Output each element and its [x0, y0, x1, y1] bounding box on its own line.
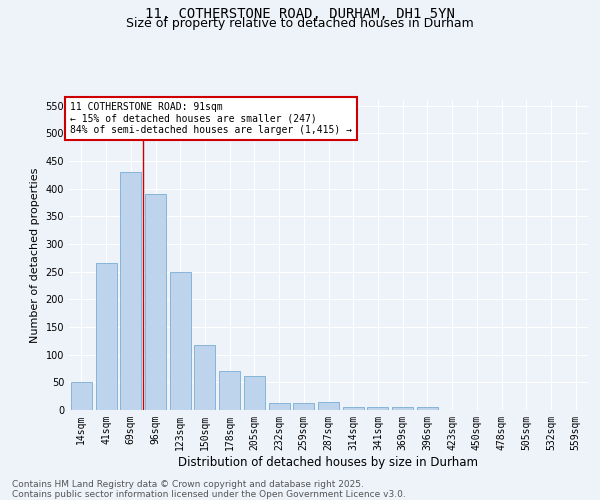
Bar — [392, 407, 413, 410]
Bar — [170, 272, 191, 410]
Bar — [95, 264, 116, 410]
Text: 11 COTHERSTONE ROAD: 91sqm
← 15% of detached houses are smaller (247)
84% of sem: 11 COTHERSTONE ROAD: 91sqm ← 15% of deta… — [70, 102, 352, 134]
Bar — [145, 194, 166, 410]
Y-axis label: Number of detached properties: Number of detached properties — [30, 168, 40, 342]
Text: Contains HM Land Registry data © Crown copyright and database right 2025.
Contai: Contains HM Land Registry data © Crown c… — [12, 480, 406, 499]
Bar — [417, 407, 438, 410]
Bar — [71, 382, 92, 410]
Bar — [318, 402, 339, 410]
Text: Size of property relative to detached houses in Durham: Size of property relative to detached ho… — [126, 18, 474, 30]
Text: 11, COTHERSTONE ROAD, DURHAM, DH1 5YN: 11, COTHERSTONE ROAD, DURHAM, DH1 5YN — [145, 8, 455, 22]
Bar — [194, 345, 215, 410]
Bar — [343, 406, 364, 410]
Bar — [293, 403, 314, 410]
Bar — [120, 172, 141, 410]
X-axis label: Distribution of detached houses by size in Durham: Distribution of detached houses by size … — [179, 456, 479, 468]
Bar — [244, 376, 265, 410]
Bar — [367, 407, 388, 410]
Bar — [269, 403, 290, 410]
Bar — [219, 371, 240, 410]
